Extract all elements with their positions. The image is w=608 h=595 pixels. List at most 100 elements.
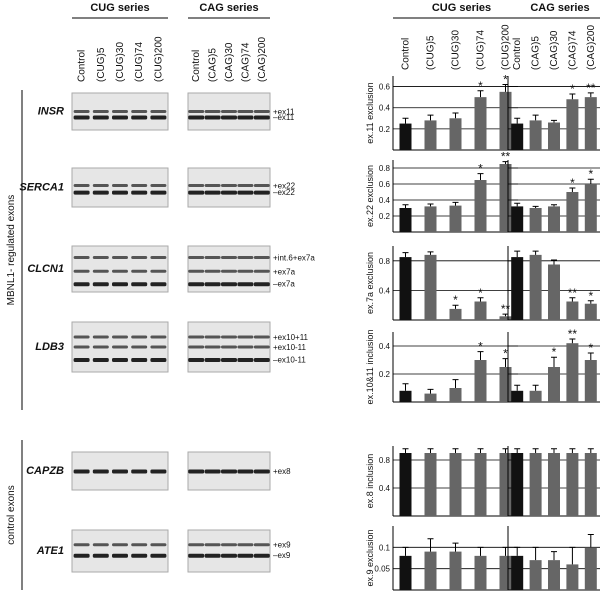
y-tick-label: 0.2 <box>379 212 391 221</box>
error-bar <box>477 448 484 453</box>
y-tick-label: 0.05 <box>374 565 390 574</box>
bar <box>511 390 524 402</box>
lane-label: (CAG)30 <box>224 42 235 82</box>
error-bar <box>514 250 521 258</box>
bar <box>474 555 487 590</box>
bar <box>499 367 512 402</box>
error-bar <box>514 202 521 207</box>
gel-band <box>150 553 167 558</box>
gel-band <box>92 269 109 273</box>
error-bar <box>514 384 521 391</box>
error-bar <box>402 383 409 391</box>
bar <box>511 257 524 320</box>
bar <box>529 560 542 590</box>
gel-band <box>237 115 254 120</box>
gel-image <box>187 529 271 573</box>
bar <box>529 453 542 516</box>
gel-band <box>92 282 109 287</box>
bar <box>399 453 412 516</box>
gel-band <box>112 184 128 188</box>
gel-band <box>237 282 254 287</box>
y-axis-label: ex.10&11 inclusion <box>365 330 375 405</box>
bar <box>449 308 462 320</box>
bar <box>584 453 597 516</box>
gel-band <box>150 282 167 287</box>
y-tick-label: 0.8 <box>379 456 391 465</box>
bar <box>449 388 462 402</box>
error-bar <box>452 304 459 309</box>
gel-band <box>92 115 109 120</box>
y-axis-label: ex.22 exclusion <box>365 165 375 227</box>
group-label: MBNL1- regulated exons <box>6 195 17 306</box>
gel-band <box>73 184 90 188</box>
gel-band <box>150 115 167 120</box>
gel-band <box>221 335 237 339</box>
bar <box>474 453 487 516</box>
gel-band <box>221 345 237 349</box>
bar <box>449 118 462 150</box>
gel-band <box>221 358 237 362</box>
bar <box>566 192 579 232</box>
gel-band <box>204 469 221 474</box>
error-bar <box>587 178 594 184</box>
error-bar <box>452 448 459 453</box>
error-bar <box>427 203 434 207</box>
x-tick-label: (CAG)200 <box>586 25 597 70</box>
gel-band <box>188 282 205 287</box>
bar <box>566 99 579 150</box>
band-label: +ex10+11 <box>273 333 309 342</box>
gel-band <box>204 345 221 349</box>
error-bar <box>551 259 557 265</box>
band-label: +ex8 <box>273 467 291 476</box>
gel-band <box>188 469 205 474</box>
bar <box>399 555 412 590</box>
gel-band <box>73 345 90 349</box>
error-bar <box>551 204 557 207</box>
gene-name: ATE1 <box>36 545 64 557</box>
error-bar <box>587 448 594 453</box>
bar <box>474 97 487 150</box>
bar <box>529 208 542 232</box>
significance: ** <box>501 302 511 316</box>
error-bar <box>477 351 484 360</box>
error-bar <box>551 119 557 123</box>
gel-band <box>221 190 237 195</box>
y-tick-label: 0.6 <box>379 180 391 189</box>
lane-label: Control <box>77 50 88 82</box>
gel-band <box>237 543 254 547</box>
y-tick-label: 0.4 <box>379 104 391 113</box>
group-label: control exons <box>6 485 17 544</box>
gel-band <box>253 184 270 188</box>
gel-band <box>92 345 109 349</box>
lane-label: (CUG)5 <box>96 47 107 82</box>
bar <box>511 555 524 590</box>
y-tick-label: 0.4 <box>379 342 391 351</box>
gel-band <box>73 282 90 287</box>
y-tick-label: 0.4 <box>379 484 391 493</box>
gel-band <box>92 543 109 547</box>
gel-band <box>73 553 90 558</box>
x-tick-label: Control <box>512 38 523 70</box>
error-bar <box>532 114 539 121</box>
lane-label: Control <box>191 50 202 82</box>
y-axis-label: ex.9 exclusion <box>365 529 375 586</box>
gel-band <box>237 190 254 195</box>
bar <box>511 206 524 232</box>
error-bar <box>402 546 409 556</box>
y-tick-label: 0.2 <box>379 370 391 379</box>
y-tick-label: 0.8 <box>379 257 391 266</box>
gel-band <box>204 282 221 287</box>
error-bar <box>532 205 539 208</box>
error-bar <box>452 542 459 552</box>
gel-band <box>188 345 205 349</box>
bar <box>548 453 560 516</box>
gel-band <box>204 553 221 558</box>
y-tick-label: 0.2 <box>379 125 391 134</box>
bar <box>399 257 412 320</box>
bar <box>566 564 579 590</box>
gel-band <box>204 110 221 113</box>
gel-band <box>92 469 109 474</box>
bar <box>449 453 462 516</box>
bar <box>424 453 437 516</box>
gel-band <box>237 184 254 188</box>
